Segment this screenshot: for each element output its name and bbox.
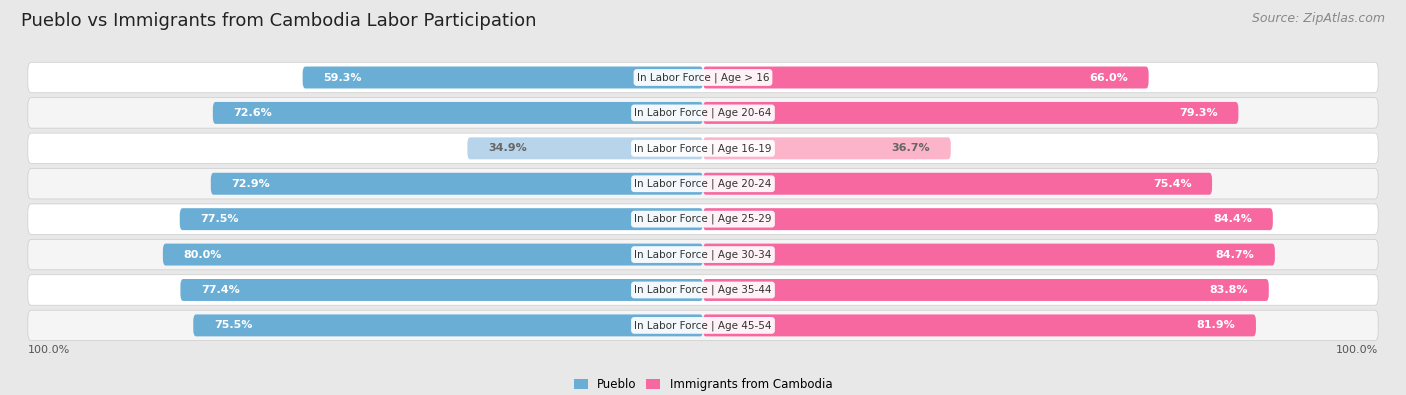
FancyBboxPatch shape: [703, 66, 1149, 88]
FancyBboxPatch shape: [28, 169, 1378, 199]
FancyBboxPatch shape: [163, 244, 703, 265]
FancyBboxPatch shape: [703, 137, 950, 159]
Text: In Labor Force | Age 20-24: In Labor Force | Age 20-24: [634, 179, 772, 189]
Text: In Labor Force | Age 35-44: In Labor Force | Age 35-44: [634, 285, 772, 295]
Text: 72.9%: 72.9%: [232, 179, 270, 189]
FancyBboxPatch shape: [28, 275, 1378, 305]
Text: In Labor Force | Age 30-34: In Labor Force | Age 30-34: [634, 249, 772, 260]
Text: 100.0%: 100.0%: [28, 345, 70, 355]
FancyBboxPatch shape: [212, 102, 703, 124]
Text: 80.0%: 80.0%: [184, 250, 222, 260]
Text: In Labor Force | Age 20-64: In Labor Force | Age 20-64: [634, 108, 772, 118]
FancyBboxPatch shape: [703, 314, 1256, 337]
FancyBboxPatch shape: [703, 173, 1212, 195]
FancyBboxPatch shape: [302, 66, 703, 88]
FancyBboxPatch shape: [703, 244, 1275, 265]
Text: In Labor Force | Age 16-19: In Labor Force | Age 16-19: [634, 143, 772, 154]
Text: 66.0%: 66.0%: [1090, 73, 1128, 83]
FancyBboxPatch shape: [180, 279, 703, 301]
FancyBboxPatch shape: [28, 62, 1378, 93]
Text: 84.4%: 84.4%: [1213, 214, 1253, 224]
Text: 34.9%: 34.9%: [488, 143, 527, 153]
FancyBboxPatch shape: [703, 208, 1272, 230]
Text: Source: ZipAtlas.com: Source: ZipAtlas.com: [1251, 12, 1385, 25]
Text: 81.9%: 81.9%: [1197, 320, 1236, 330]
FancyBboxPatch shape: [28, 204, 1378, 234]
FancyBboxPatch shape: [28, 310, 1378, 340]
FancyBboxPatch shape: [28, 98, 1378, 128]
Text: 77.4%: 77.4%: [201, 285, 240, 295]
Text: 100.0%: 100.0%: [1336, 345, 1378, 355]
Text: Pueblo vs Immigrants from Cambodia Labor Participation: Pueblo vs Immigrants from Cambodia Labor…: [21, 12, 537, 30]
Text: 36.7%: 36.7%: [891, 143, 931, 153]
Text: 77.5%: 77.5%: [201, 214, 239, 224]
Text: 83.8%: 83.8%: [1209, 285, 1249, 295]
Legend: Pueblo, Immigrants from Cambodia: Pueblo, Immigrants from Cambodia: [569, 373, 837, 395]
Text: 75.4%: 75.4%: [1153, 179, 1191, 189]
FancyBboxPatch shape: [703, 102, 1239, 124]
Text: In Labor Force | Age 45-54: In Labor Force | Age 45-54: [634, 320, 772, 331]
FancyBboxPatch shape: [28, 133, 1378, 164]
FancyBboxPatch shape: [193, 314, 703, 337]
Text: 84.7%: 84.7%: [1215, 250, 1254, 260]
Text: In Labor Force | Age > 16: In Labor Force | Age > 16: [637, 72, 769, 83]
FancyBboxPatch shape: [211, 173, 703, 195]
Text: In Labor Force | Age 25-29: In Labor Force | Age 25-29: [634, 214, 772, 224]
FancyBboxPatch shape: [703, 279, 1268, 301]
Text: 72.6%: 72.6%: [233, 108, 273, 118]
Text: 75.5%: 75.5%: [214, 320, 252, 330]
FancyBboxPatch shape: [467, 137, 703, 159]
Text: 79.3%: 79.3%: [1180, 108, 1218, 118]
FancyBboxPatch shape: [180, 208, 703, 230]
FancyBboxPatch shape: [28, 239, 1378, 270]
Text: 59.3%: 59.3%: [323, 73, 361, 83]
